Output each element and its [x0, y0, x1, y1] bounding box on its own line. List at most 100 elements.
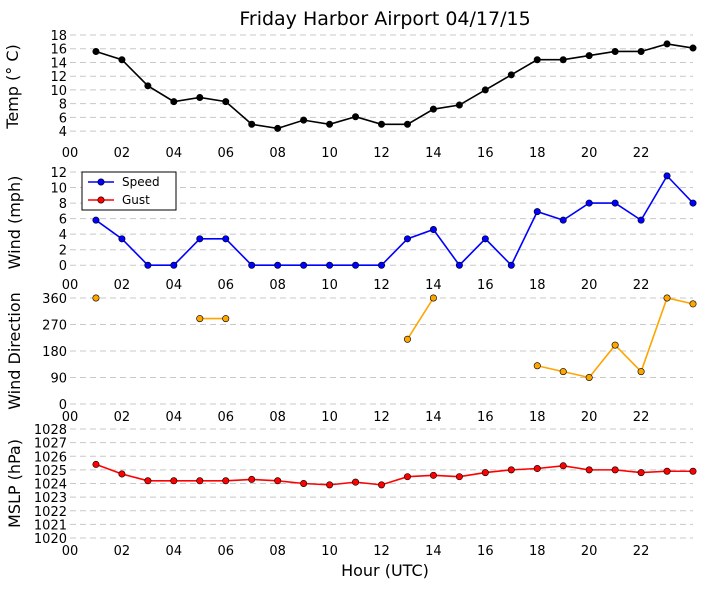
y-tick-label: 1025 — [34, 464, 67, 479]
y-tick-label: 8 — [59, 98, 67, 113]
data-point — [377, 261, 385, 269]
data-point — [92, 216, 100, 224]
y-tick-label: 1022 — [34, 505, 67, 520]
data-point — [559, 462, 567, 470]
x-tick-label: 00 — [62, 544, 79, 559]
data-point — [429, 471, 437, 479]
x-tick-label: 08 — [269, 410, 286, 425]
series-line — [95, 174, 694, 267]
data-point — [170, 261, 178, 269]
data-point — [326, 481, 334, 489]
data-point — [92, 294, 100, 302]
y-tick-label: 12 — [50, 166, 67, 181]
x-tick-label: 14 — [425, 278, 442, 293]
x-tick-label: 22 — [633, 410, 650, 425]
x-tick-label: 20 — [581, 544, 598, 559]
legend-box — [81, 171, 177, 211]
data-point — [507, 261, 515, 269]
x-tick-label: 10 — [321, 146, 338, 161]
x-tick-label: 04 — [166, 146, 183, 161]
x-tick-label: 14 — [425, 544, 442, 559]
data-point — [248, 120, 256, 128]
x-tick-label: 20 — [581, 146, 598, 161]
y-tick-label: 1020 — [34, 532, 67, 547]
x-tick-label: 16 — [477, 410, 494, 425]
legend-swatch-marker — [97, 196, 105, 204]
data-point — [326, 120, 334, 128]
x-tick-label: 22 — [633, 278, 650, 293]
x-tick-label: 08 — [269, 146, 286, 161]
x-tick-label: 14 — [425, 146, 442, 161]
data-point — [196, 477, 204, 485]
data-point — [611, 47, 619, 55]
x-tick-label: 16 — [477, 146, 494, 161]
y-tick-label: 4 — [59, 228, 67, 243]
y-axis-label: Wind (mph) — [5, 176, 24, 270]
x-tick-label: 12 — [373, 410, 390, 425]
x-tick-label: 06 — [217, 278, 234, 293]
y-tick-label: 1028 — [34, 423, 67, 438]
data-point — [300, 261, 308, 269]
y-tick-label: 10 — [50, 182, 67, 197]
data-point — [118, 470, 126, 478]
x-tick-label: 10 — [321, 278, 338, 293]
y-tick-label: 14 — [50, 56, 67, 71]
data-point — [611, 199, 619, 207]
x-tick-label: 20 — [581, 410, 598, 425]
data-point — [352, 261, 360, 269]
data-point — [92, 460, 100, 468]
data-point — [300, 116, 308, 124]
data-point — [481, 469, 489, 477]
data-point — [637, 47, 645, 55]
data-point — [300, 479, 308, 487]
data-point — [689, 467, 697, 475]
y-tick-label: 18 — [50, 29, 67, 44]
y-tick-label: 16 — [50, 43, 67, 58]
y-tick-label: 270 — [42, 319, 67, 334]
data-point — [507, 466, 515, 474]
data-point — [559, 56, 567, 64]
data-point — [170, 98, 178, 106]
data-point — [533, 465, 541, 473]
y-axis-label: MSLP (hPa) — [5, 439, 24, 528]
data-point — [274, 477, 282, 485]
x-tick-label: 16 — [477, 544, 494, 559]
data-point — [222, 235, 230, 243]
x-tick-label: 10 — [321, 410, 338, 425]
x-tick-label: 12 — [373, 544, 390, 559]
x-tick-label: 14 — [425, 410, 442, 425]
x-tick-label: 02 — [114, 410, 131, 425]
y-tick-label: 180 — [42, 345, 67, 360]
y-tick-label: 1027 — [34, 437, 67, 452]
data-point — [248, 261, 256, 269]
data-point — [611, 466, 619, 474]
data-point — [196, 235, 204, 243]
panel-3: 0 90 180 270 360 00 02 04 06 08 10 12 14 16 18 20 22 Wind… — [5, 292, 697, 425]
x-tick-label: 12 — [373, 146, 390, 161]
data-point — [403, 120, 411, 128]
data-point — [403, 235, 411, 243]
y-tick-label: 6 — [59, 111, 67, 126]
data-point — [455, 101, 463, 109]
y-tick-label: 4 — [59, 125, 67, 140]
data-point — [611, 341, 619, 349]
x-tick-label: 04 — [166, 410, 183, 425]
data-point — [118, 56, 126, 64]
x-tick-label: 02 — [114, 278, 131, 293]
legend-swatch-marker — [97, 178, 105, 186]
data-point — [377, 481, 385, 489]
data-point — [585, 52, 593, 60]
data-point — [689, 199, 697, 207]
data-point — [274, 261, 282, 269]
data-point — [144, 261, 152, 269]
data-point — [455, 261, 463, 269]
x-tick-label: 10 — [321, 544, 338, 559]
data-point — [326, 261, 334, 269]
x-tick-label: 04 — [166, 278, 183, 293]
data-point — [170, 477, 178, 485]
data-point — [429, 105, 437, 113]
x-tick-label: 06 — [217, 146, 234, 161]
